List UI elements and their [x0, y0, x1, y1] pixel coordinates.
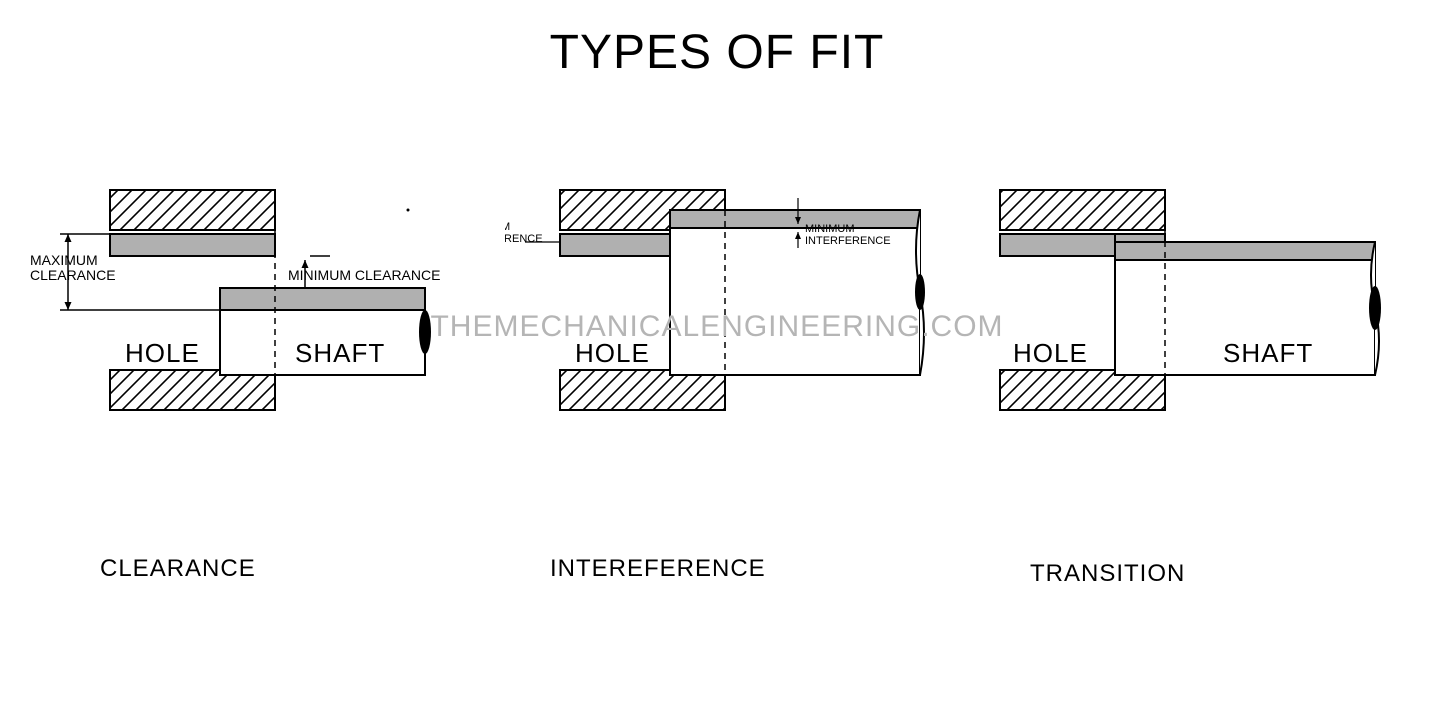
caption-clearance: CLEARANCE [100, 555, 256, 583]
caption-transition: TRANSITION [1030, 560, 1185, 588]
min-interf-line1: MINIMUM [805, 223, 855, 235]
hole-label-interf: HOLE [575, 338, 650, 368]
shaft-label-trans: SHAFT [1223, 338, 1313, 368]
diagram-clearance: MAXIMUM CLEARANCE MINIMUM CLEARANCE HOLE… [30, 180, 460, 520]
interference-svg: MAXIMUM INTERFERENCE MINIMUM INTERFERENC… [505, 180, 935, 460]
min-interf-line2: INTERFERENCE [805, 235, 891, 247]
diagram-transition: HOLE SHAFT [985, 180, 1415, 520]
transition-svg: HOLE SHAFT [985, 180, 1415, 460]
clearance-svg: MAXIMUM CLEARANCE MINIMUM CLEARANCE HOLE… [30, 180, 460, 460]
min-clearance-label: MINIMUM CLEARANCE [288, 267, 440, 283]
max-interf-line1: MAXIMUM [505, 221, 510, 233]
max-clearance-line2: CLEARANCE [30, 267, 116, 283]
max-clearance-line1: MAXIMUM [30, 252, 98, 268]
diagram-row: MAXIMUM CLEARANCE MINIMUM CLEARANCE HOLE… [0, 180, 1434, 520]
shaft-label-clearance: SHAFT [295, 338, 385, 368]
diagram-interference: MAXIMUM INTERFERENCE MINIMUM INTERFERENC… [505, 180, 935, 520]
page-title: TYPES OF FIT [0, 25, 1434, 80]
hole-label-trans: HOLE [1013, 338, 1088, 368]
hole-label-clearance: HOLE [125, 338, 200, 368]
caption-interference: INTEREFERENCE [550, 555, 766, 583]
max-interf-line2: INTERFERENCE [505, 233, 543, 245]
